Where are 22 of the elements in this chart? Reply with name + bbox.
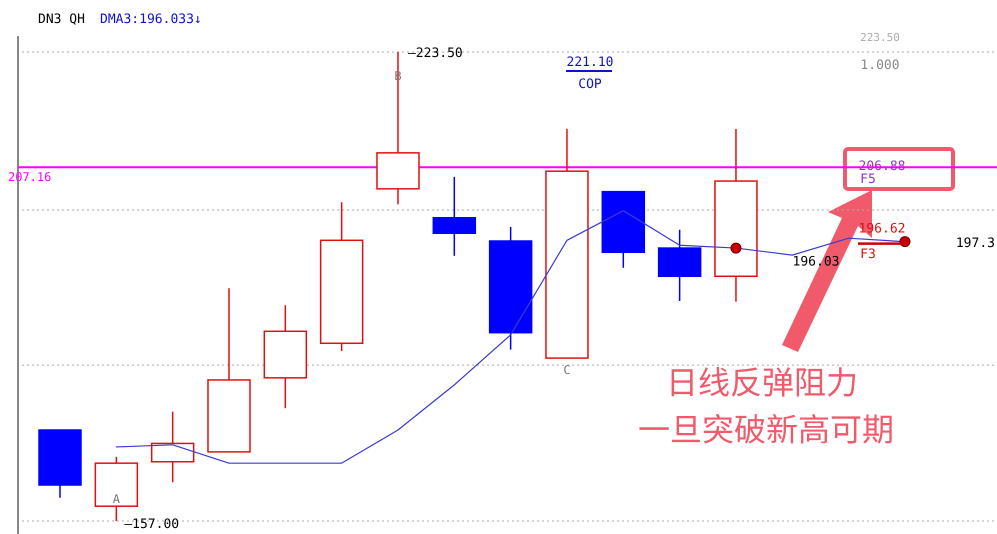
- annotation: 1.000: [860, 58, 900, 73]
- candlestick: [432, 176, 476, 257]
- annotation: COP: [578, 77, 602, 92]
- annotation: —223.50: [408, 46, 463, 61]
- text: 223.50: [860, 31, 900, 44]
- text: DN3 QH: [38, 12, 85, 27]
- ref-line-label: 207.16: [8, 170, 52, 184]
- candlestick: [150, 410, 194, 483]
- annotation: F3: [860, 247, 876, 262]
- candlestick: [264, 304, 308, 409]
- candlestick: [658, 228, 702, 302]
- candlestick: [714, 128, 758, 302]
- candlestick: [488, 226, 532, 350]
- annotation: 一旦突破新高可期: [638, 405, 894, 451]
- annotation: 221.10: [566, 55, 614, 70]
- annotation: —157.00: [124, 517, 180, 532]
- text: DMA3:196.033↓: [100, 12, 202, 27]
- annotation: 日线反弹阻力: [666, 358, 858, 404]
- annotation: F5: [860, 172, 876, 187]
- text: 197.3: [956, 236, 995, 251]
- annotation: C: [563, 363, 571, 378]
- annotation: A: [112, 492, 121, 506]
